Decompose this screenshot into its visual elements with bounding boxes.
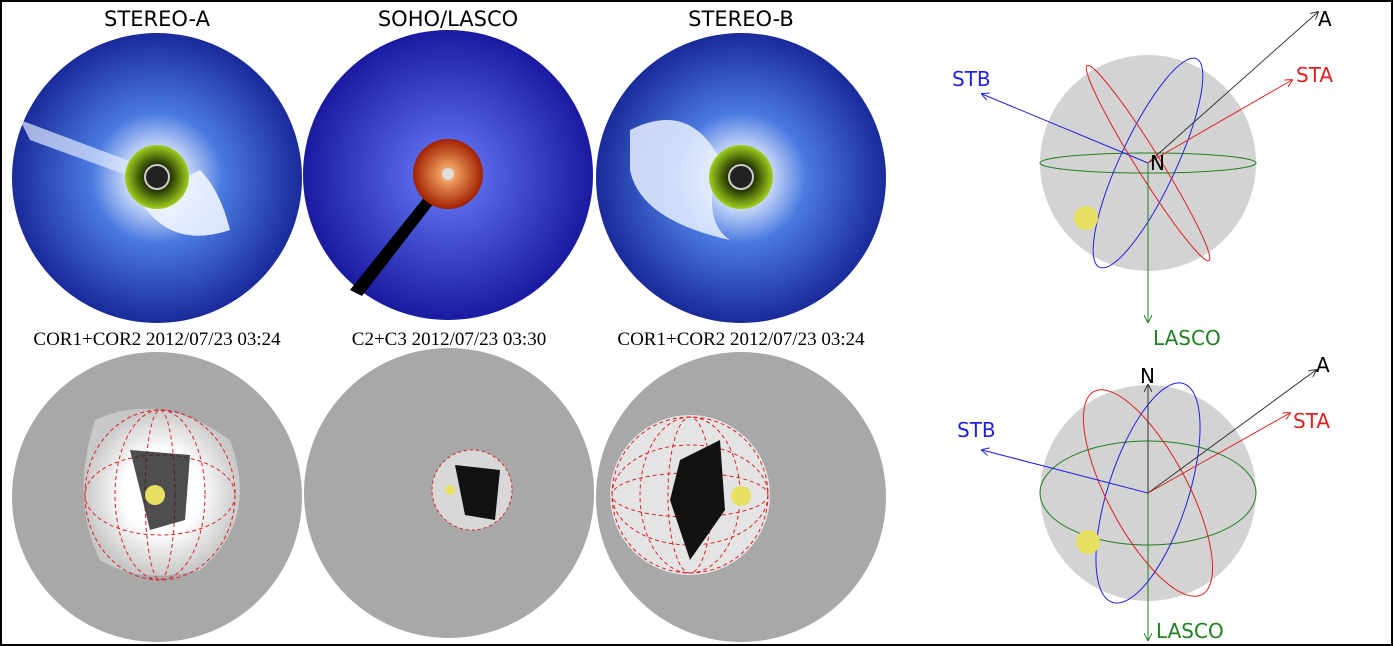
axis-label: N — [1140, 364, 1155, 388]
panel-title: STEREO-B — [688, 7, 794, 31]
coronagraph-image — [596, 33, 886, 323]
axis-label: STB — [952, 67, 991, 91]
panel-title: SOHO/LASCO — [378, 7, 518, 31]
geometry-diagram: A STA STB N LASCO — [952, 7, 1333, 350]
axis-label: A — [1318, 7, 1332, 31]
axis-label: STA — [1293, 409, 1330, 433]
axis-label: STA — [1296, 63, 1333, 87]
panel-caption: COR1+COR2 2012/07/23 03:24 — [617, 329, 865, 350]
panel-caption: COR1+COR2 2012/07/23 03:24 — [33, 329, 281, 350]
difference-image — [304, 348, 594, 638]
axis-label: N — [1150, 151, 1165, 175]
coronagraph-image — [12, 33, 302, 323]
geometry-diagram: A STA STB N LASCO — [957, 353, 1330, 643]
difference-image — [596, 352, 886, 642]
axis-label: LASCO — [1156, 619, 1224, 643]
difference-image — [12, 352, 302, 642]
axis-label: A — [1316, 353, 1330, 377]
coronagraph-image — [303, 30, 593, 320]
axis-label: STB — [957, 418, 996, 442]
axis-label: LASCO — [1153, 326, 1221, 350]
panel-title: STEREO-A — [104, 7, 211, 31]
panel-caption: C2+C3 2012/07/23 03:30 — [352, 329, 546, 350]
